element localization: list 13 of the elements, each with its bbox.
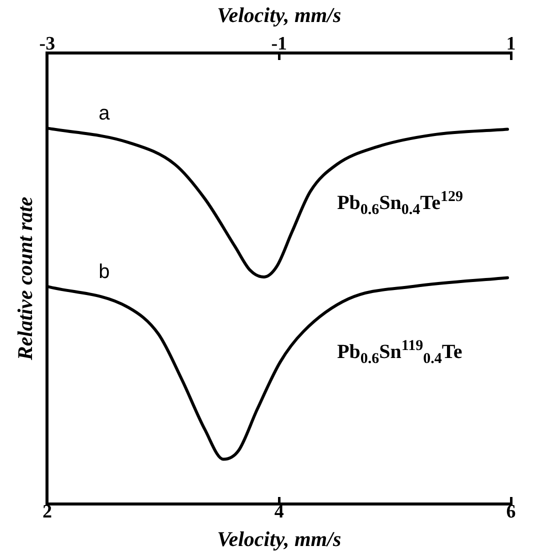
series-label: a — [98, 102, 111, 125]
x-tick-label: 6 — [506, 501, 516, 522]
x-tick-label: 2 — [42, 501, 52, 522]
x2-axis-title: Velocity, mm/s — [217, 3, 342, 28]
x-tick-label: 4 — [274, 501, 284, 522]
y-axis-title: Relative count rate — [13, 196, 38, 362]
series-label: b — [98, 260, 110, 283]
annotation: Pb$_{0.6}$Sn$^{119}$$_{0.4}$Te — [337, 338, 462, 368]
x-axis-title: Velocity, mm/s — [217, 526, 342, 551]
x2-tick-label: 1 — [506, 34, 516, 55]
x2-tick-label: -3 — [39, 34, 56, 55]
x2-tick-label: -1 — [271, 34, 288, 55]
annotation: Pb$_{0.6}$Sn$_{0.4}$Te$^{129}$ — [337, 189, 464, 220]
